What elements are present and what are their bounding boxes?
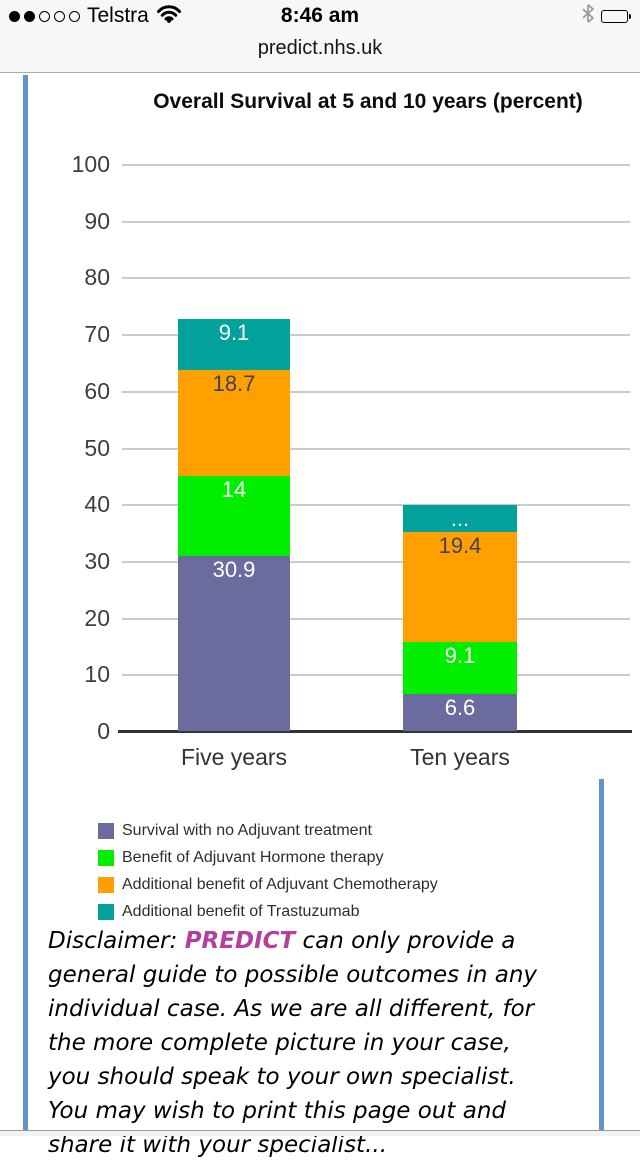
y-axis-tick-label: 70 [84,321,110,348]
disclaimer-line: You may wish to print this page out and [48,1096,608,1130]
legend-label: Additional benefit of Adjuvant Chemother… [122,875,438,893]
signal-dot [39,10,50,22]
gridline [122,447,630,450]
disclaimer-segment: can only provide a [295,928,516,954]
gridline [122,334,630,337]
disclaimer-segment: You may wish to print this page out and [48,1098,507,1124]
bar-segment[interactable]: 9.1 [178,318,290,371]
browser-top-bar: Telstra 8:46 am predict.nhs.uk [0,0,640,73]
disclaimer-segment: individual case. As we are all different… [48,996,535,1022]
clock-label: 8:46 am [280,4,360,27]
disclaimer-line: general guide to possible outcomes in an… [48,960,608,994]
address-bar[interactable]: predict.nhs.uk [257,37,383,59]
signal-dot [24,10,35,22]
y-axis-tick-label: 100 [71,151,110,177]
gridline [122,220,630,223]
chart-legend: Survival with no Adjuvant treatment Benef… [98,817,438,925]
y-axis-tick-label: 20 [84,604,110,631]
bar-segment-value: 19.4 [438,533,482,558]
legend-item: Benefit of Adjuvant Hormone therapy [98,844,438,871]
bar-segment-value: ... [450,505,470,531]
disclaimer-segment: the more complete picture in your case, [48,1030,511,1056]
disclaimer-line: you should speak to your own specialist. [48,1062,608,1096]
signal-dot [9,10,20,22]
bar-segment-value: 9.1 [444,642,476,668]
legend-swatch [98,903,114,920]
legend-label: Benefit of Adjuvant Hormone therapy [122,848,384,866]
y-axis-tick-label: 60 [84,377,110,404]
x-axis-line [118,730,632,733]
legend-swatch [98,849,114,866]
legend-swatch [98,822,114,839]
battery-icon [600,9,631,23]
bar-segment-value: 14 [221,477,247,503]
bar-segment[interactable]: 18.7 [178,370,290,477]
disclaimer-segment: general guide to possible outcomes in an… [48,962,538,988]
bar-segment[interactable]: ... [403,504,517,532]
stacked-bar-five-years[interactable]: 30.9 14 18.7 9.1 [178,318,290,731]
x-axis-category-label: Ten years [410,744,510,770]
legend-item: Survival with no Adjuvant treatment [98,817,438,844]
wifi-icon [156,4,182,28]
y-axis-tick-label: 10 [84,661,110,688]
disclaimer-segment: you should speak to your own specialist. [48,1064,516,1090]
disclaimer-segment: Disclaimer: [48,928,185,954]
signal-strength-icon [9,10,80,22]
gridline [122,390,630,393]
status-bar: Telstra 8:46 am [0,0,640,32]
legend-item: Additional benefit of Trastuzumab [98,898,438,925]
y-axis-tick-label: 30 [84,547,110,574]
predict-brand-text: PREDICT [184,928,296,954]
bluetooth-icon [581,4,594,28]
y-axis-tick-label: 90 [84,207,110,234]
gridline [122,164,630,166]
bar-segment[interactable]: 6.6 [403,693,517,731]
carrier-label: Telstra [87,4,149,27]
gridline [122,277,630,280]
y-axis-tick-label: 80 [84,264,110,291]
disclaimer-text: Disclaimer: PREDICT can only provide a ge… [48,926,608,1164]
page-left-border [23,75,28,1136]
bar-segment-value: 9.1 [218,319,250,345]
legend-label: Additional benefit of Trastuzumab [122,902,360,920]
stacked-bar-ten-years[interactable]: 6.6 9.1 19.4... [403,504,517,731]
signal-dot [69,10,80,22]
y-axis-tick-label: 40 [84,491,110,518]
legend-swatch [98,876,114,893]
plot-area: 0 10 20 30 40 50 60 70 80 90 100 30.9 14 18.7 9.1 Five … [72,151,632,770]
gridline [122,560,630,563]
bar-segment[interactable]: 9.1 [403,641,517,694]
bar-segment[interactable]: 14 [178,476,290,556]
bar-segment[interactable]: 30.9 [178,555,290,731]
disclaimer-line: the more complete picture in your case, [48,1028,608,1062]
bar-segment-value: 18.7 [212,371,256,397]
content-divider [0,1130,640,1136]
disclaimer-line: individual case. As we are all different… [48,994,608,1028]
signal-dot [54,10,65,22]
y-axis-tick-label: 0 [97,718,110,744]
bar-segment-value: 30.9 [212,556,256,582]
legend-item: Additional benefit of Adjuvant Chemother… [98,871,438,898]
page-right-border [599,779,604,1136]
gridline [122,617,630,620]
gridline [122,504,630,507]
y-axis-tick-label: 50 [84,434,110,461]
chart-title: Overall Survival at 5 and 10 years (perc… [153,90,583,113]
gridline [122,674,630,677]
bar-segment-value: 6.6 [444,694,476,720]
legend-label: Survival with no Adjuvant treatment [122,821,372,839]
disclaimer-line: Disclaimer: PREDICT can only provide a [48,926,608,960]
bar-segment[interactable]: 19.4 [403,532,517,642]
x-axis-category-label: Five years [180,744,288,770]
